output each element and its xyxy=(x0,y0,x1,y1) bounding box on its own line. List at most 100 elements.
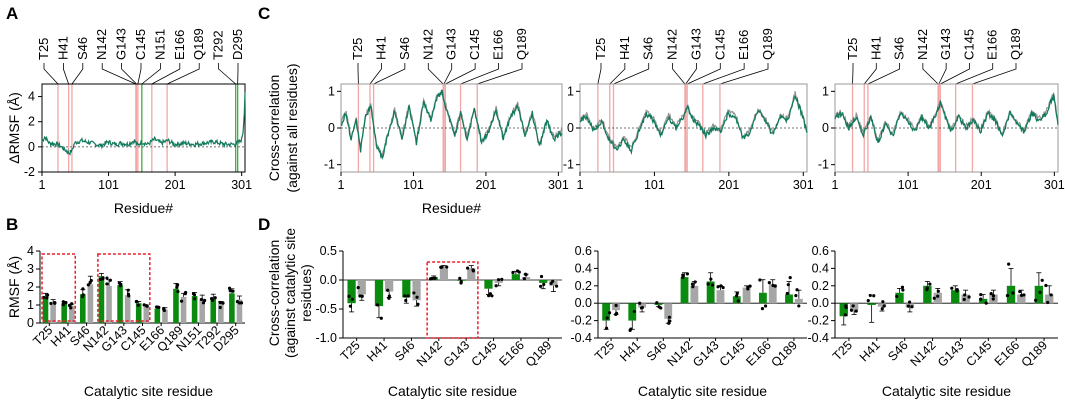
y-tick-label: 0 xyxy=(822,121,829,135)
residue-leader-line xyxy=(141,63,161,85)
replicate-dot xyxy=(126,288,130,292)
x-tick-label: N142 xyxy=(908,338,939,369)
panel-d-y-axis-label-line2: (against catalytic site xyxy=(282,228,298,358)
replicate-dot xyxy=(1049,293,1053,297)
y-axis-label: RMSF (Å) xyxy=(6,256,22,318)
bar-green xyxy=(61,303,67,323)
bar-green xyxy=(839,303,848,317)
x-tick-label: H41 xyxy=(857,338,883,364)
x-tick-label: H41 xyxy=(617,338,643,364)
y-tick-label: -0.5 xyxy=(315,302,337,316)
bar-green xyxy=(732,296,741,304)
replicate-dot xyxy=(710,283,715,287)
residue-leader-line xyxy=(719,63,769,85)
replicate-dot xyxy=(746,285,750,289)
replicate-dot xyxy=(406,294,410,298)
residue-leader-line xyxy=(955,63,994,85)
replicate-dot xyxy=(844,304,848,308)
replicate-dot xyxy=(690,282,695,286)
replicate-dot xyxy=(81,293,85,297)
residue-label: N142 xyxy=(665,29,680,60)
panel-d-y-axis-label-line1: Cross-correlation xyxy=(266,240,282,347)
replicate-dot xyxy=(735,291,739,295)
x-tick-label: T25 xyxy=(830,338,855,363)
replicate-dot xyxy=(555,284,559,288)
replicate-dot xyxy=(614,311,619,315)
bar-gray xyxy=(218,304,224,323)
replicate-dot xyxy=(176,289,180,294)
replicate-dot xyxy=(199,297,204,302)
bar-gray xyxy=(549,280,558,286)
x-tick-label: 201 xyxy=(718,178,739,192)
bar-green xyxy=(229,293,235,323)
x-tick-label: Q189 xyxy=(523,338,555,370)
replicate-dot xyxy=(1033,298,1038,302)
replicate-dot xyxy=(1005,293,1010,298)
replicate-dot xyxy=(721,286,725,290)
replicate-dot xyxy=(736,299,740,303)
y-tick-label: 0.2 xyxy=(575,279,592,293)
x-tick-label: 101 xyxy=(98,178,119,192)
x-tick-label: G143 xyxy=(690,338,722,370)
replicate-dot xyxy=(415,295,419,299)
residue-label: C145 xyxy=(133,29,148,60)
bar-green xyxy=(602,303,611,321)
y-tick-label: -1 xyxy=(818,158,829,172)
replicate-dot xyxy=(1018,289,1022,294)
cross-correlation-green-line xyxy=(579,95,808,156)
x-tick-label: C145 xyxy=(717,338,748,369)
bar-gray xyxy=(742,287,751,304)
replicate-dot xyxy=(162,306,166,311)
replicate-dot xyxy=(61,303,65,307)
x-tick-label: H41 xyxy=(364,338,390,364)
bar-gray xyxy=(521,277,531,280)
replicate-dot xyxy=(105,276,109,280)
replicate-dot xyxy=(1046,300,1050,305)
x-tick-label: Q189 xyxy=(1019,338,1051,370)
residue-leader-line xyxy=(672,63,686,85)
replicate-dot xyxy=(496,278,501,282)
replicate-dot xyxy=(511,270,515,275)
replicate-dot xyxy=(375,303,380,307)
bar-green xyxy=(628,303,637,321)
panel-letter-b: B xyxy=(6,215,18,234)
x-tick-label: 201 xyxy=(971,178,992,192)
x-axis-label: Catalytic site residue xyxy=(84,383,213,399)
residue-label: C145 xyxy=(961,29,976,60)
replicate-dot xyxy=(786,283,790,287)
bar-gray xyxy=(162,309,168,323)
y-tick-label: -1 xyxy=(563,158,574,172)
bar-gray xyxy=(199,298,205,323)
residue-leader-line xyxy=(597,63,602,85)
replicate-dot xyxy=(387,294,391,298)
y-tick-label: 0 xyxy=(567,121,574,135)
residue-leader-line xyxy=(121,63,137,85)
replicate-dot xyxy=(135,299,139,304)
bar-green xyxy=(117,285,123,323)
replicate-dot xyxy=(494,284,498,288)
replicate-dot xyxy=(851,304,855,308)
replicate-dot xyxy=(1040,278,1044,282)
bar-green xyxy=(98,276,105,323)
replicate-dot xyxy=(183,292,187,296)
highlight-box xyxy=(97,253,151,322)
residue-label: G143 xyxy=(688,28,703,60)
replicate-dot xyxy=(458,276,462,280)
cross-correlation-green-line xyxy=(834,93,1059,144)
bar-gray xyxy=(794,298,803,304)
residue-leader-line xyxy=(445,63,476,85)
residue-label: S46 xyxy=(75,37,90,60)
bar-gray xyxy=(690,285,699,304)
replicate-dot xyxy=(49,301,53,306)
x-axis-label: Residue# xyxy=(422,200,481,216)
x-tick-label: 301 xyxy=(1044,178,1065,192)
replicate-dot xyxy=(459,280,463,284)
bar-gray xyxy=(494,280,503,283)
bar-green xyxy=(173,288,179,323)
highlight-box xyxy=(426,261,479,339)
panel-d-y-axis-label-line3: residues) xyxy=(298,264,314,322)
replicate-dot xyxy=(967,295,971,299)
y-tick-label: 0.2 xyxy=(812,279,829,293)
residue-leader-line xyxy=(369,63,382,85)
